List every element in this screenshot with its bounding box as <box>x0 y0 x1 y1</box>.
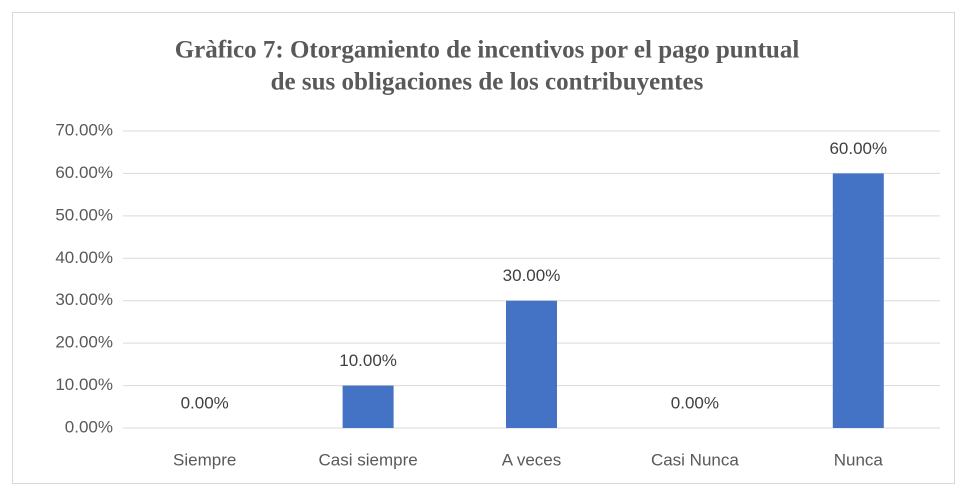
y-tick-label: 40.00% <box>55 248 113 267</box>
x-tick-label: Casi Nunca <box>651 450 739 469</box>
chart-title: de sus obligaciones de los contribuyente… <box>271 69 704 96</box>
y-tick-label: 70.00% <box>55 120 113 139</box>
x-tick-label: A veces <box>502 450 562 469</box>
y-tick-label: 60.00% <box>55 163 113 182</box>
value-label: 0.00% <box>671 393 719 412</box>
y-tick-label: 20.00% <box>55 333 113 352</box>
bar <box>832 173 884 428</box>
value-label: 0.00% <box>181 393 229 412</box>
x-tick-label: Nunca <box>834 450 884 469</box>
value-label: 10.00% <box>339 351 397 370</box>
y-tick-label: 30.00% <box>55 290 113 309</box>
y-tick-label: 10.00% <box>55 375 113 394</box>
x-tick-label: Siempre <box>173 450 236 469</box>
y-tick-label: 50.00% <box>55 205 113 224</box>
bar <box>342 385 394 428</box>
value-label: 60.00% <box>829 139 887 158</box>
chart-title: Gràfico 7: Otorgamiento de incentivos po… <box>175 37 800 64</box>
x-tick-label: Casi siempre <box>318 450 417 469</box>
bar <box>506 300 557 428</box>
chart-frame <box>12 12 955 484</box>
y-tick-label: 0.00% <box>65 417 113 436</box>
value-label: 30.00% <box>503 266 561 285</box>
